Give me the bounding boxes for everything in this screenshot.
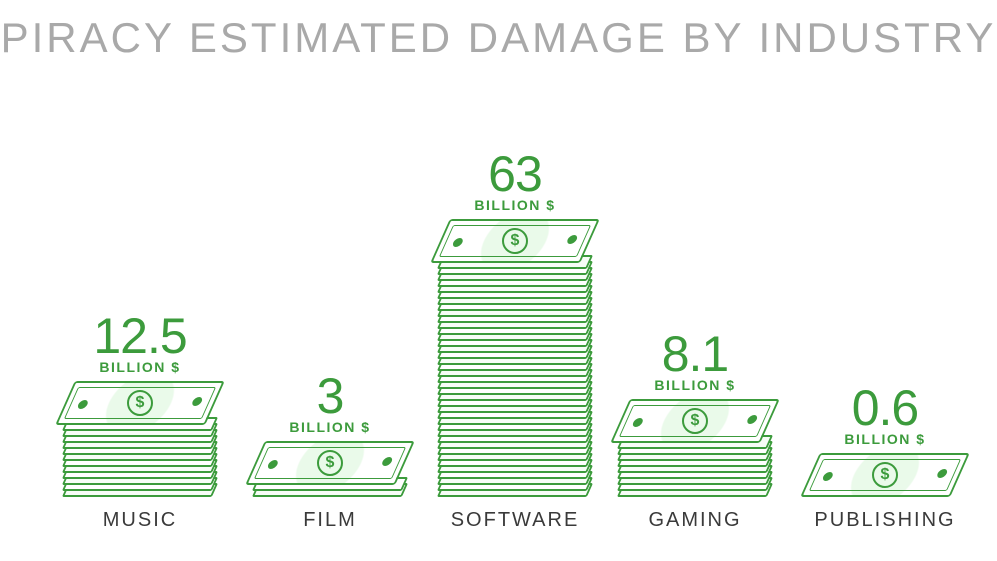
chart-col-publishing: 0.6 BILLION $ $ PUBLISHING	[790, 383, 980, 532]
value-group: 0.6 BILLION $	[844, 383, 925, 447]
value-unit: BILLION $	[654, 377, 735, 393]
money-stack-icon: $	[440, 219, 590, 497]
money-stack-icon: $	[810, 453, 960, 497]
page-title: PIRACY ESTIMATED DAMAGE BY INDUSTRY	[0, 0, 997, 62]
chart-col-gaming: 8.1 BILLION $ $ GAMING	[600, 329, 790, 532]
value-number: 3	[317, 371, 344, 421]
chart-col-music: 12.5 BILLION $ $ MUSIC	[45, 311, 235, 532]
value-group: 3 BILLION $	[289, 371, 370, 435]
value-group: 8.1 BILLION $	[654, 329, 735, 393]
value-unit: BILLION $	[474, 197, 555, 213]
category-label: PUBLISHING	[814, 509, 955, 532]
value-unit: BILLION $	[844, 431, 925, 447]
value-unit: BILLION $	[99, 359, 180, 375]
category-label: MUSIC	[103, 509, 177, 532]
value-group: 63 BILLION $	[474, 149, 555, 213]
category-label: GAMING	[648, 509, 741, 532]
value-number: 8.1	[662, 329, 729, 379]
value-number: 63	[488, 149, 542, 199]
money-stack-icon: $	[620, 399, 770, 497]
value-number: 12.5	[93, 311, 186, 361]
value-number: 0.6	[852, 383, 919, 433]
category-label: FILM	[303, 509, 357, 532]
money-stack-icon: $	[255, 441, 405, 497]
chart-col-film: 3 BILLION $ $ FILM	[235, 371, 425, 532]
category-label: SOFTWARE	[451, 509, 580, 532]
value-group: 12.5 BILLION $	[93, 311, 186, 375]
value-unit: BILLION $	[289, 419, 370, 435]
piracy-chart: 12.5 BILLION $ $ MUSIC 3 BILLION $ $ FIL…	[0, 62, 997, 542]
money-stack-icon: $	[65, 381, 215, 497]
chart-col-software: 63 BILLION $ $ SOFTWARE	[420, 149, 610, 532]
